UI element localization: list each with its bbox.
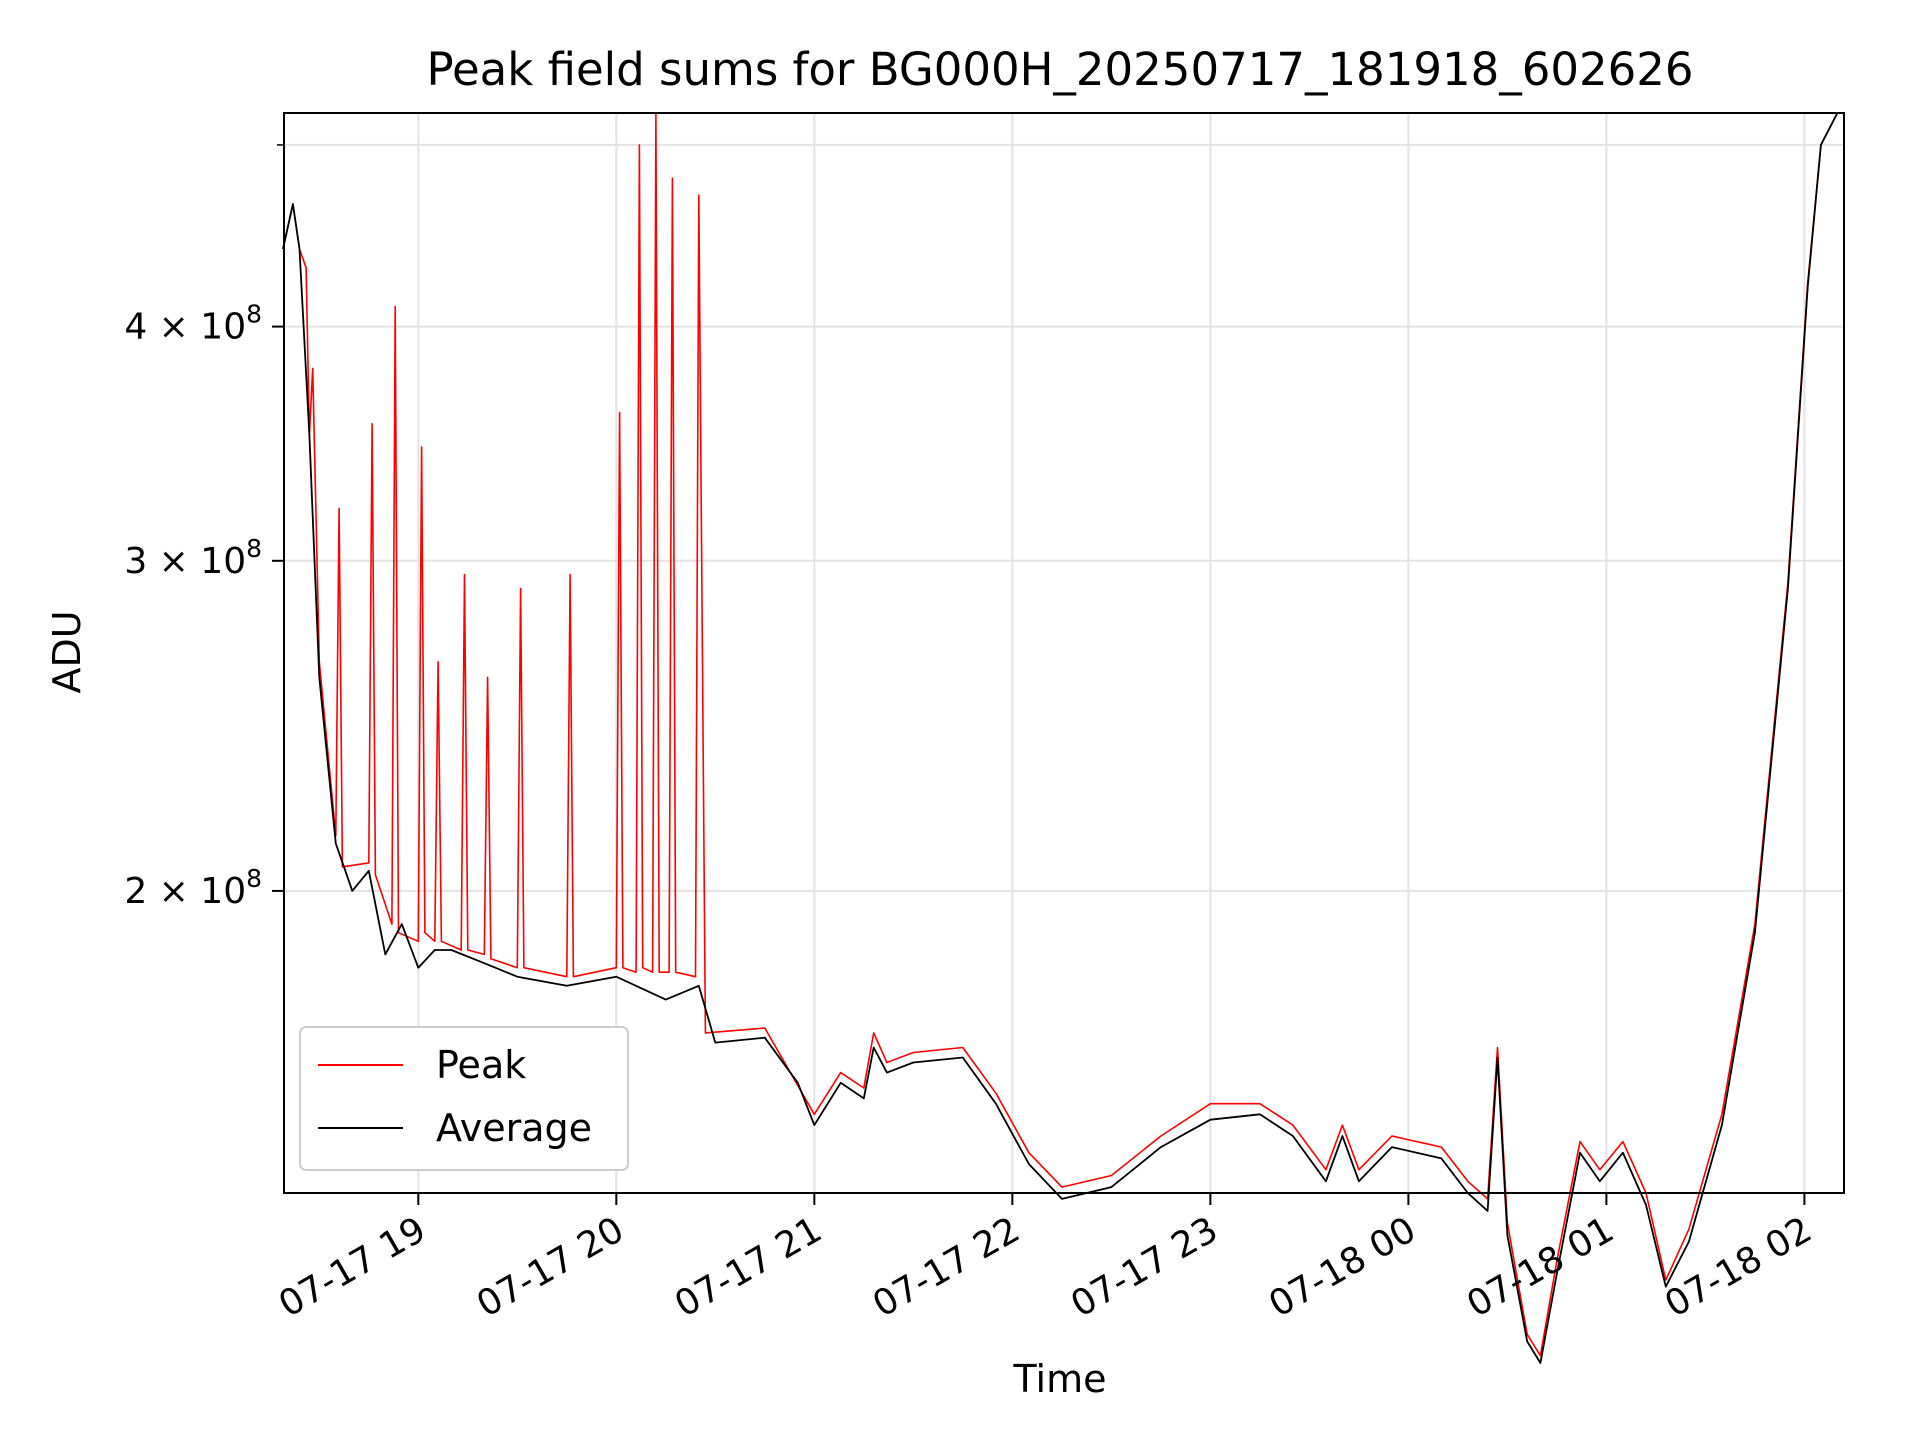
series-line-average: [282, 112, 1839, 1364]
y-tick-label: 2 × 108: [124, 864, 262, 912]
chart-title: Peak field sums for BG000H_20250717_1819…: [426, 43, 1693, 96]
y-axis-label: ADU: [45, 610, 89, 693]
legend-label-peak: Peak: [436, 1043, 526, 1087]
series-line-peak: [282, 112, 1839, 1357]
x-axis-label: Time: [1013, 1357, 1107, 1401]
grid: [284, 113, 1844, 1193]
legend-label-average: Average: [436, 1106, 592, 1150]
y-tick-label: 4 × 108: [124, 300, 262, 348]
plot-frame: [283, 112, 1845, 1194]
y-tick-label: 3 × 108: [124, 534, 262, 582]
series-layer: [282, 112, 1839, 1364]
legend: Peak Average: [299, 1026, 629, 1171]
legend-box: [299, 1026, 629, 1171]
